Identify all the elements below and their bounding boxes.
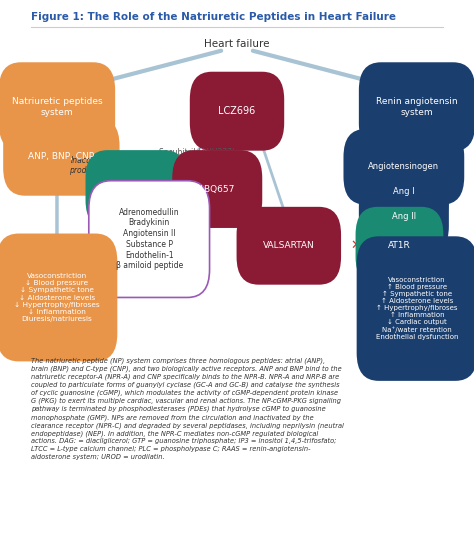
Text: Ang II: Ang II [392,212,416,221]
Text: Vasoconstriction
↑ Blood pressure
↑ Sympathetic tone
↑ Aldosterone levels
↑ Hype: Vasoconstriction ↑ Blood pressure ↑ Symp… [376,277,458,340]
Text: Figure 1: The Role of the Natriuretic Peptides in Heart Failure: Figure 1: The Role of the Natriuretic Pe… [31,12,396,22]
FancyBboxPatch shape [344,129,464,205]
Text: Inactive
products: Inactive products [69,156,102,175]
FancyBboxPatch shape [359,180,449,254]
FancyBboxPatch shape [359,62,474,151]
Text: The natriuretic peptide (NP) system comprises three homologous peptides: atrial : The natriuretic peptide (NP) system comp… [31,357,344,460]
Text: ANP, BNP, CNP: ANP, BNP, CNP [28,152,94,161]
FancyBboxPatch shape [0,234,118,361]
FancyBboxPatch shape [190,72,284,151]
Text: ✕: ✕ [350,239,361,252]
FancyBboxPatch shape [85,150,186,228]
FancyBboxPatch shape [172,150,262,228]
FancyBboxPatch shape [356,236,474,381]
Text: Heart failure: Heart failure [204,39,270,49]
Text: Sacubitril (AHU377): Sacubitril (AHU377) [159,148,236,157]
Text: ✕: ✕ [177,182,187,196]
Text: Natriuretic peptides
system: Natriuretic peptides system [12,97,102,117]
Text: Renin angiotensin
system: Renin angiotensin system [376,97,458,117]
FancyBboxPatch shape [237,207,341,285]
Text: Adrenomedullin
Bradykinin
Angiotensin II
Substance P
Endothelin-1
β amiloid pept: Adrenomedullin Bradykinin Angiotensin II… [116,208,183,270]
Text: AT1R: AT1R [388,241,411,250]
FancyBboxPatch shape [89,181,210,297]
Text: Vasoconstriction
↓ Blood pressure
↓ Sympathetic tone
↓ Aldosterone levels
↓ Hype: Vasoconstriction ↓ Blood pressure ↓ Symp… [14,272,100,322]
Text: Angiotensinogen: Angiotensinogen [368,162,439,171]
FancyBboxPatch shape [359,155,449,229]
FancyBboxPatch shape [0,62,115,151]
Text: LBQ657: LBQ657 [200,185,235,193]
FancyBboxPatch shape [356,207,443,285]
Text: Ang I: Ang I [393,187,415,196]
Text: Neprilysin: Neprilysin [113,185,159,193]
Text: LCZ696: LCZ696 [219,106,255,116]
FancyBboxPatch shape [3,118,119,196]
Text: VALSARTAN: VALSARTAN [263,241,315,250]
